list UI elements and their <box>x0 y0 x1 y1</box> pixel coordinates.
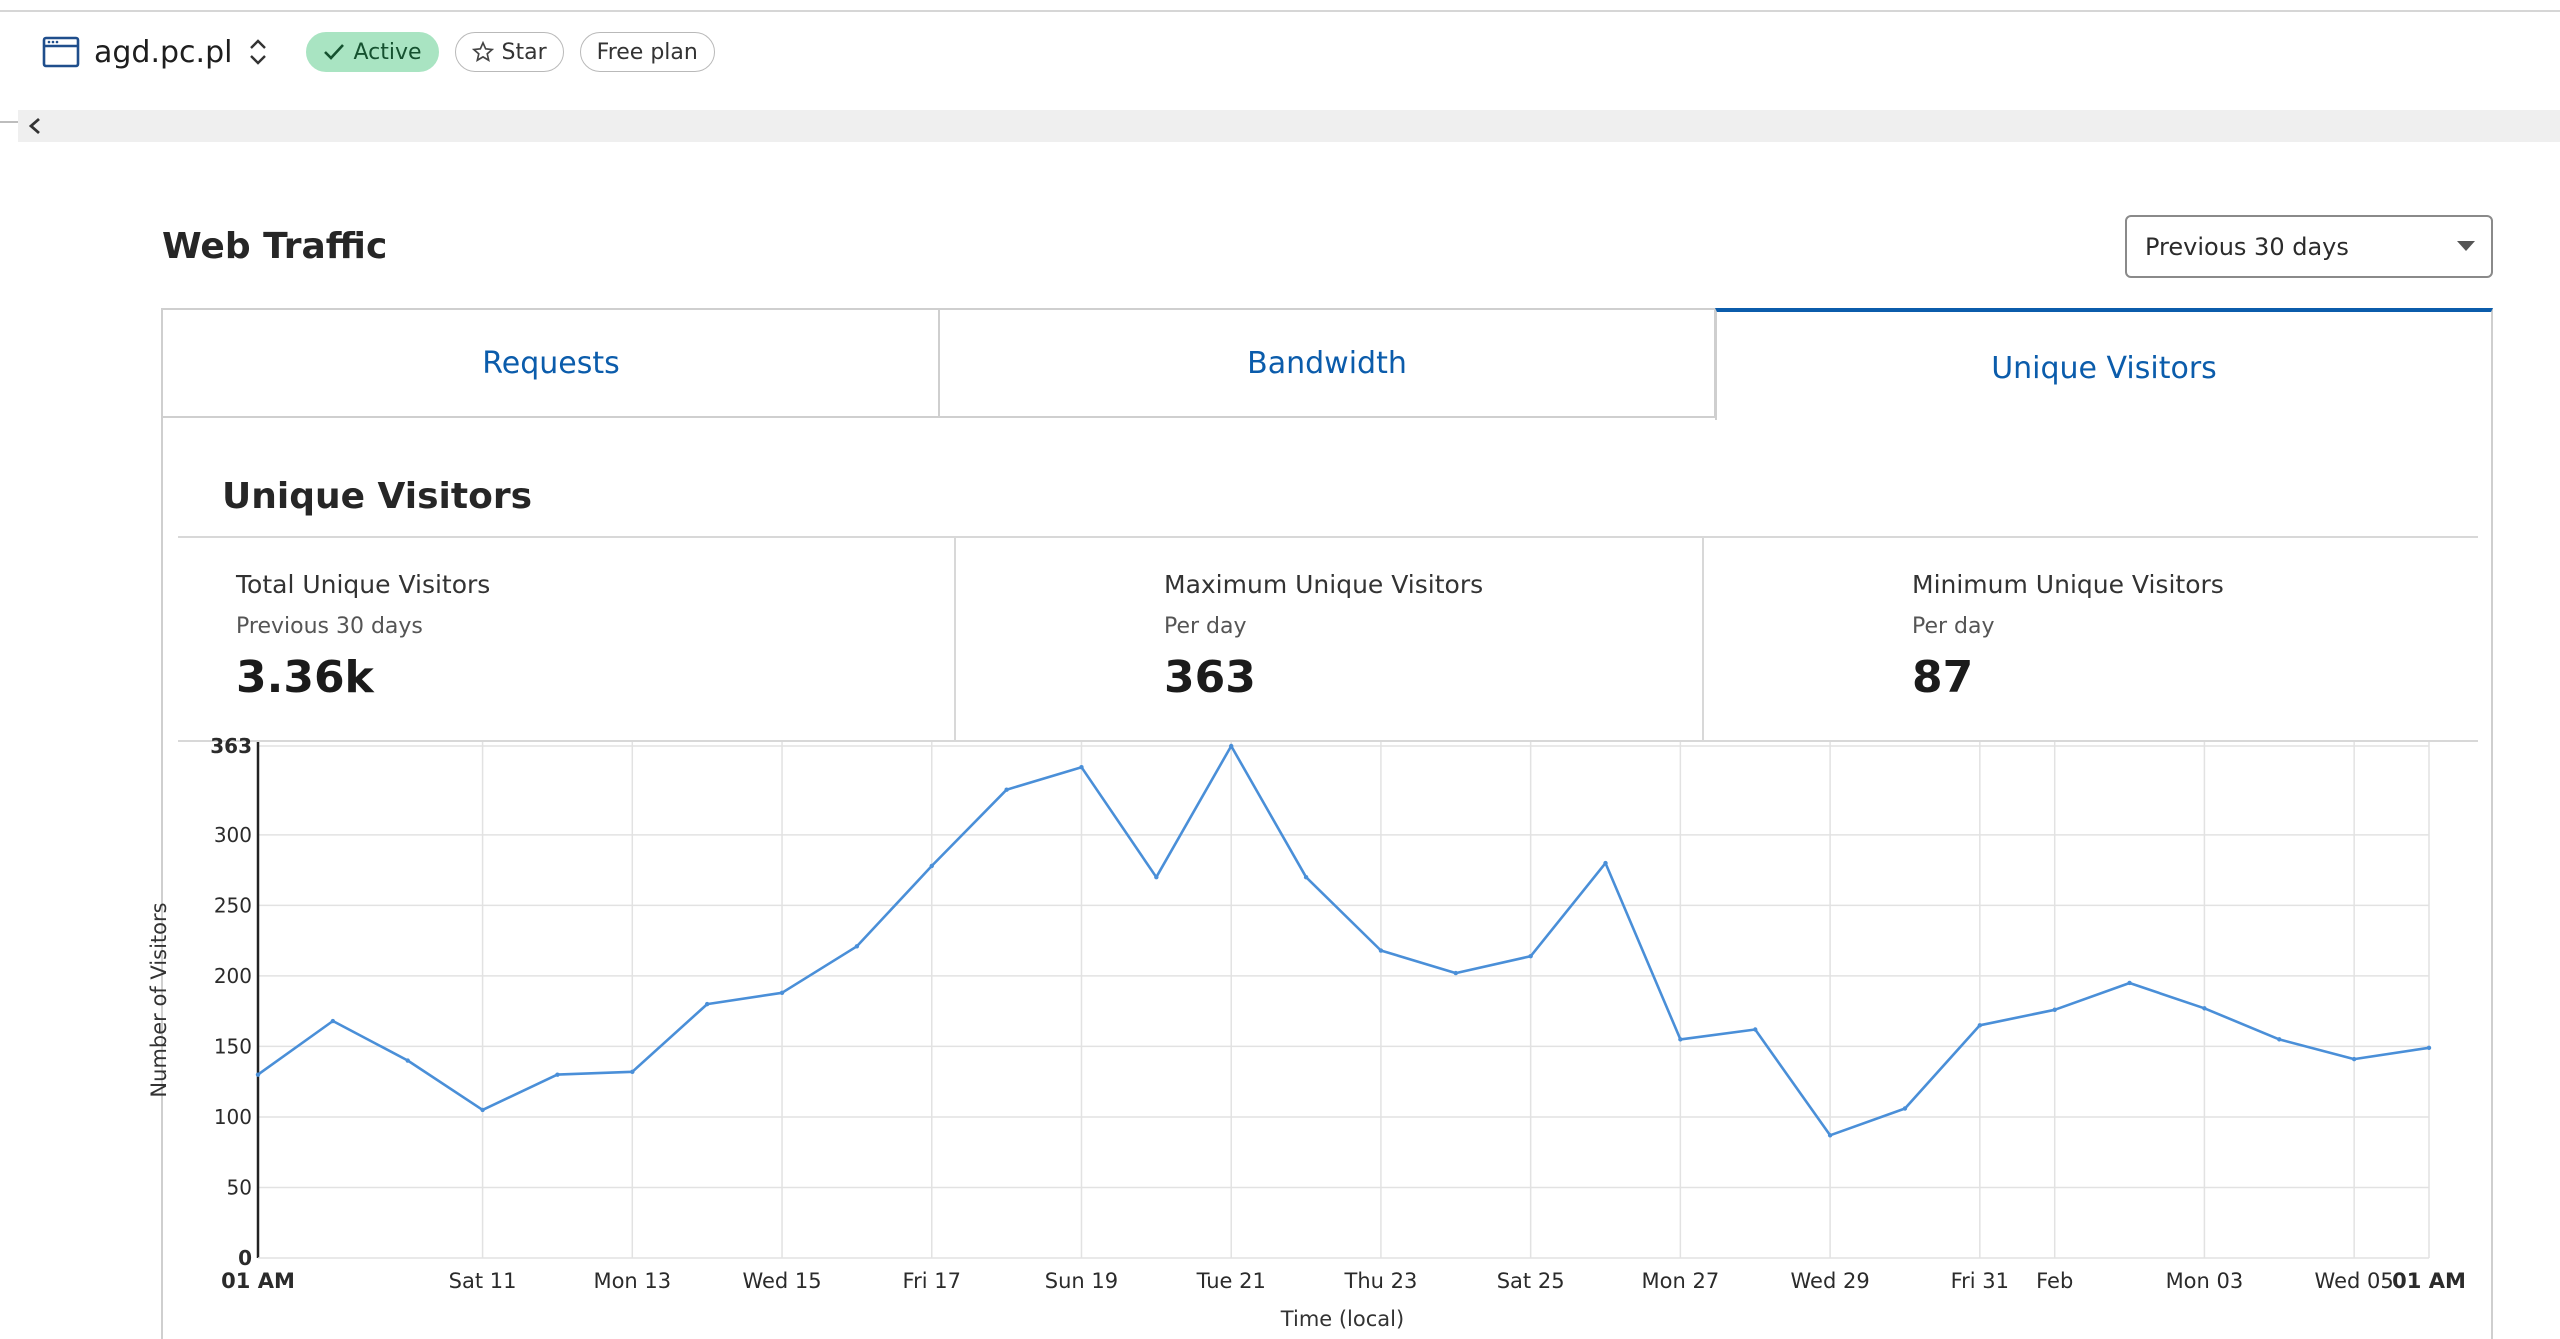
x-tick-label: Feb <box>2036 1269 2073 1293</box>
stat-value: 87 <box>1912 652 1974 703</box>
x-tick-label: Tue 21 <box>1196 1269 1266 1293</box>
page-title: Web Traffic <box>162 226 388 267</box>
plan-badge: Free plan <box>579 32 715 72</box>
data-point <box>1453 970 1458 976</box>
data-point <box>1753 1027 1758 1032</box>
x-tick-label: Mon 27 <box>1642 1269 1720 1293</box>
data-point <box>1378 948 1384 953</box>
stat-maximum: Maximum Unique Visitors Per day 363 <box>954 538 1702 740</box>
stat-total: Total Unique Visitors Previous 30 days 3… <box>178 538 926 740</box>
stat-sublabel: Per day <box>1912 614 1995 639</box>
data-point <box>779 990 785 996</box>
x-tick-label: Wed 05 <box>2315 1269 2394 1293</box>
tab-requests[interactable]: Requests <box>161 308 939 418</box>
x-tick-label: Mon 03 <box>2166 1269 2244 1293</box>
y-tick-label: 300 <box>214 823 252 847</box>
stat-sublabel: Per day <box>1164 614 1247 639</box>
data-point <box>2127 980 2132 986</box>
traffic-panel <box>161 308 2493 1339</box>
data-point <box>1977 1023 1983 1028</box>
data-point <box>2277 1037 2282 1042</box>
stat-label: Minimum Unique Visitors <box>1912 570 2224 599</box>
x-tick-label: Sat 25 <box>1497 1269 1565 1293</box>
data-point <box>555 1072 560 1077</box>
panel-title: Unique Visitors <box>222 476 533 517</box>
x-tick-label: Sun 19 <box>1045 1269 1118 1293</box>
data-point <box>854 944 860 949</box>
x-tick-label: Fri 17 <box>903 1269 961 1293</box>
y-tick-label: 363 <box>210 734 252 758</box>
data-point <box>1079 764 1084 770</box>
y-tick-label: 200 <box>214 964 252 988</box>
data-point <box>2426 1045 2432 1051</box>
site-name: agd.pc.pl <box>94 34 233 70</box>
data-point <box>1154 874 1159 880</box>
browser-window-icon <box>42 35 80 69</box>
data-point <box>1303 874 1309 880</box>
x-tick-label: Mon 13 <box>593 1269 671 1293</box>
series-line <box>257 744 2430 1137</box>
y-tick-label: 150 <box>214 1034 252 1058</box>
tab-bandwidth[interactable]: Bandwidth <box>938 308 1716 418</box>
data-point <box>929 863 934 869</box>
y-tick-label: 50 <box>227 1175 252 1199</box>
data-point <box>2351 1056 2357 1062</box>
switch-site-chevron-icon[interactable] <box>248 35 270 69</box>
y-tick-label: 0 <box>238 1246 252 1270</box>
data-point <box>330 1018 336 1024</box>
x-tick-label: 01 AM <box>2392 1269 2466 1293</box>
y-tick-label: 100 <box>214 1105 252 1129</box>
y-axis-label: Number of Visitors <box>147 902 171 1097</box>
stat-label: Total Unique Visitors <box>236 570 491 599</box>
data-point <box>1678 1037 1683 1042</box>
star-icon <box>471 41 494 63</box>
stat-label: Maximum Unique Visitors <box>1164 570 1484 599</box>
data-point <box>1528 953 1533 959</box>
collapse-chevron-left-icon[interactable] <box>20 111 50 141</box>
data-point <box>2202 1006 2207 1011</box>
x-tick-label: Thu 23 <box>1344 1269 1418 1293</box>
chevron-down-icon <box>2457 241 2475 251</box>
x-tick-label: Wed 29 <box>1791 1269 1870 1293</box>
data-point <box>1902 1106 1908 1111</box>
x-tick-label: 01 AM <box>221 1269 295 1293</box>
tab-unique-visitors[interactable]: Unique Visitors <box>1715 308 2493 420</box>
time-range-value: Previous 30 days <box>2145 232 2349 261</box>
x-tick-label: Wed 15 <box>742 1269 821 1293</box>
x-tick-label: Sat 11 <box>449 1269 517 1293</box>
data-point <box>405 1058 410 1063</box>
y-tick-label: 250 <box>214 893 252 917</box>
status-badge: Active <box>306 32 439 72</box>
data-point <box>480 1107 485 1113</box>
top-divider <box>0 10 2560 12</box>
traffic-tabs: Requests Bandwidth Unique Visitors <box>161 308 2493 420</box>
data-point <box>1229 743 1234 749</box>
star-button-label: Star <box>501 39 547 65</box>
sidebar-collapse-bar <box>18 110 2560 142</box>
stats-row: Total Unique Visitors Previous 30 days 3… <box>178 536 2478 742</box>
data-point <box>1603 860 1608 866</box>
collapse-divider <box>0 121 18 123</box>
x-tick-label: Fri 31 <box>1951 1269 2009 1293</box>
stat-value: 363 <box>1164 652 1256 703</box>
data-point <box>630 1069 635 1075</box>
time-range-select[interactable]: Previous 30 days <box>2125 215 2493 278</box>
status-badge-label: Active <box>353 39 422 65</box>
data-point <box>704 1001 710 1007</box>
data-point <box>1827 1133 1833 1138</box>
data-point <box>255 1072 261 1077</box>
data-point <box>1004 787 1009 792</box>
stat-sublabel: Previous 30 days <box>236 614 423 639</box>
stat-minimum: Minimum Unique Visitors Per day 87 <box>1702 538 2450 740</box>
x-axis-label: Time (local) <box>1280 1307 1404 1331</box>
site-header: agd.pc.pl Active Star Free plan <box>42 28 715 76</box>
check-icon <box>323 42 345 62</box>
star-button[interactable]: Star <box>454 32 564 72</box>
stat-value: 3.36k <box>236 652 374 703</box>
data-point <box>2052 1007 2057 1012</box>
